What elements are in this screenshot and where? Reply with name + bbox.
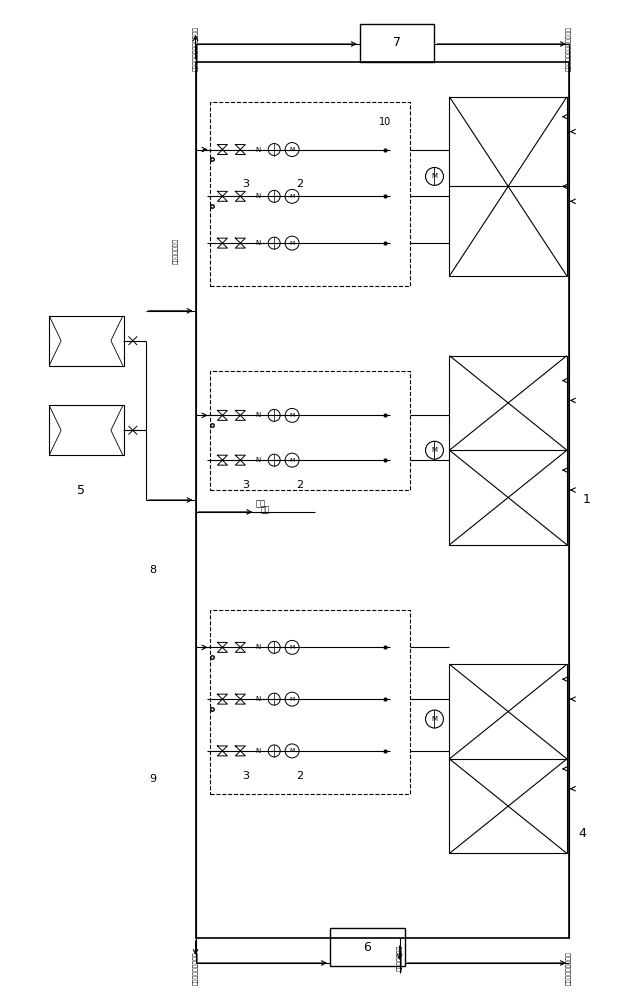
Text: 1: 1 <box>583 493 591 506</box>
Text: N: N <box>256 696 261 702</box>
Text: 3: 3 <box>242 480 249 490</box>
Text: M: M <box>289 748 295 753</box>
Text: M: M <box>431 447 438 453</box>
Text: N: N <box>256 147 261 153</box>
Text: 排架: 排架 <box>255 499 265 508</box>
Text: 5: 5 <box>77 484 85 497</box>
Text: M: M <box>289 645 295 650</box>
Text: N: N <box>256 748 261 754</box>
Text: M: M <box>431 716 438 722</box>
Bar <box>210 371 410 490</box>
Text: M: M <box>289 413 295 418</box>
Text: 4: 4 <box>578 827 586 840</box>
Text: 2: 2 <box>296 179 304 189</box>
Text: N: N <box>256 457 261 463</box>
Text: 3: 3 <box>242 179 249 189</box>
Text: N: N <box>256 193 261 199</box>
Text: M: M <box>289 194 295 199</box>
Text: 制冷站用压密式过滤水出水: 制冷站用压密式过滤水出水 <box>193 26 198 71</box>
Text: 年固循环存水干回水: 年固循环存水干回水 <box>566 951 572 985</box>
Bar <box>49 405 124 455</box>
Text: N: N <box>256 240 261 246</box>
Text: 10: 10 <box>378 117 391 127</box>
Text: M: M <box>289 697 295 702</box>
Text: 2: 2 <box>296 771 304 781</box>
Text: 2: 2 <box>296 480 304 490</box>
Text: 净化存水水排水: 净化存水水排水 <box>397 945 403 971</box>
Text: 9: 9 <box>149 774 157 784</box>
Text: 排架: 排架 <box>261 505 270 514</box>
Text: M: M <box>289 458 295 463</box>
Text: 6: 6 <box>364 941 371 954</box>
Bar <box>49 316 124 366</box>
Bar <box>449 356 567 545</box>
Bar <box>449 664 567 853</box>
Text: 3: 3 <box>242 771 249 781</box>
Text: 年固循环存水水出水: 年固循环存水水出水 <box>193 951 198 985</box>
Text: 制冷站用压密式过滤干回水: 制冷站用压密式过滤干回水 <box>566 26 572 71</box>
Text: M: M <box>431 173 438 179</box>
Bar <box>196 62 569 938</box>
Bar <box>330 928 404 966</box>
Bar <box>360 24 435 62</box>
Bar <box>210 610 410 794</box>
Text: M: M <box>289 241 295 246</box>
Text: N: N <box>256 644 261 650</box>
Bar <box>210 102 410 286</box>
Text: 7: 7 <box>393 36 401 49</box>
Text: M: M <box>289 147 295 152</box>
Bar <box>449 97 567 276</box>
Text: N: N <box>256 412 261 418</box>
Text: 8: 8 <box>149 565 157 575</box>
Text: 反洗水外排外管: 反洗水外排外管 <box>173 238 178 264</box>
